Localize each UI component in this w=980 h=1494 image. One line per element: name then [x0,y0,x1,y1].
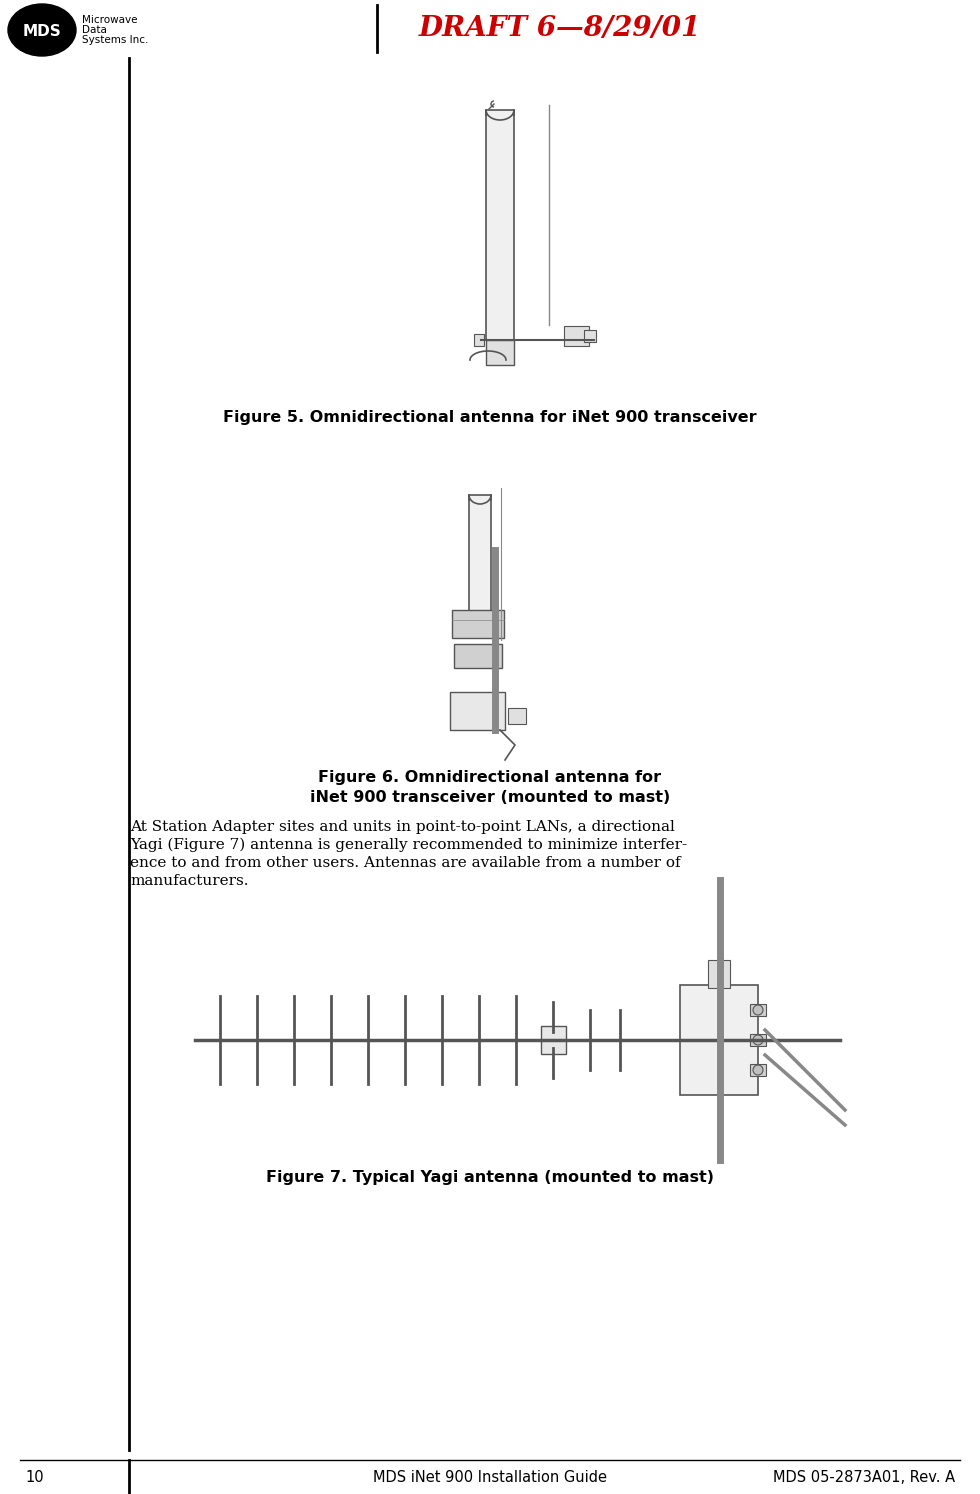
Circle shape [753,1035,763,1044]
Text: Yagi (Figure 7) antenna is generally recommended to minimize interfer-: Yagi (Figure 7) antenna is generally rec… [130,838,687,853]
Bar [584,330,596,342]
Text: Microwave: Microwave [82,15,137,25]
Text: manufacturers.: manufacturers. [130,874,249,887]
Text: 10: 10 [25,1470,44,1485]
Text: Figure 7. Typical Yagi antenna (mounted to mast): Figure 7. Typical Yagi antenna (mounted … [266,1170,714,1185]
Circle shape [753,1005,763,1014]
Circle shape [753,1065,763,1076]
Bar [680,985,758,1095]
Bar [474,335,484,347]
Text: ence to and from other users. Antennas are available from a number of: ence to and from other users. Antennas a… [130,856,681,870]
Bar [486,111,514,341]
Bar [564,326,589,347]
Bar [541,1026,566,1053]
Bar [469,495,491,635]
Bar [486,341,514,365]
Text: DRAFT 6—8/29/01: DRAFT 6—8/29/01 [418,15,701,42]
Text: iNet 900 transceiver (mounted to mast): iNet 900 transceiver (mounted to mast) [310,790,670,805]
Bar [508,708,526,725]
Text: Systems Inc.: Systems Inc. [82,34,148,45]
Bar [750,1034,766,1046]
Ellipse shape [8,4,76,55]
Text: At Station Adapter sites and units in point-to-point LANs, a directional: At Station Adapter sites and units in po… [130,820,675,834]
Text: MDS: MDS [23,24,62,39]
Text: Data: Data [82,25,107,34]
FancyBboxPatch shape [452,610,504,638]
Bar [708,961,730,988]
Bar [750,1004,766,1016]
Text: Figure 6. Omnidirectional antenna for: Figure 6. Omnidirectional antenna for [318,769,662,784]
Bar [750,1064,766,1076]
Text: MDS 05-2873A01, Rev. A: MDS 05-2873A01, Rev. A [773,1470,955,1485]
Bar [450,692,505,731]
FancyBboxPatch shape [454,644,502,668]
Text: MDS iNet 900 Installation Guide: MDS iNet 900 Installation Guide [373,1470,607,1485]
Text: Figure 5. Omnidirectional antenna for iNet 900 transceiver: Figure 5. Omnidirectional antenna for iN… [223,409,757,424]
